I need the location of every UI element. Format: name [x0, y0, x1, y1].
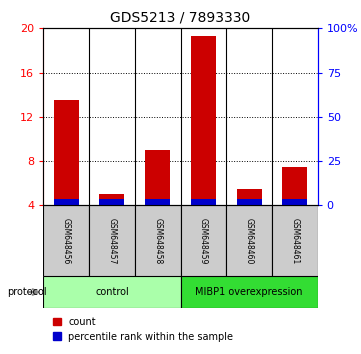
Text: GSM648460: GSM648460 [245, 217, 253, 264]
Text: protocol: protocol [7, 287, 47, 297]
Bar [191, 35, 216, 205]
Bar [226, 205, 272, 276]
Bar [135, 205, 180, 276]
Legend: count, percentile rank within the sample: count, percentile rank within the sample [49, 313, 237, 346]
Bar [54, 100, 79, 205]
Bar [180, 276, 318, 308]
Bar [282, 199, 307, 205]
Title: GDS5213 / 7893330: GDS5213 / 7893330 [110, 10, 251, 24]
Bar [191, 199, 216, 205]
Bar [43, 276, 180, 308]
Bar [99, 199, 125, 205]
Text: GSM648456: GSM648456 [62, 217, 71, 264]
Bar [272, 205, 318, 276]
Bar [180, 205, 226, 276]
Text: control: control [95, 287, 129, 297]
Bar [43, 205, 89, 276]
Bar [236, 199, 262, 205]
Bar [282, 167, 307, 205]
Bar [89, 205, 135, 276]
Text: GSM648461: GSM648461 [290, 218, 299, 264]
Text: GSM648457: GSM648457 [108, 217, 116, 264]
Text: GSM648458: GSM648458 [153, 218, 162, 264]
Bar [236, 189, 262, 205]
Bar [99, 194, 125, 205]
Bar [145, 150, 170, 205]
Text: GSM648459: GSM648459 [199, 217, 208, 264]
Text: MIBP1 overexpression: MIBP1 overexpression [195, 287, 303, 297]
Bar [145, 199, 170, 205]
Bar [54, 199, 79, 205]
